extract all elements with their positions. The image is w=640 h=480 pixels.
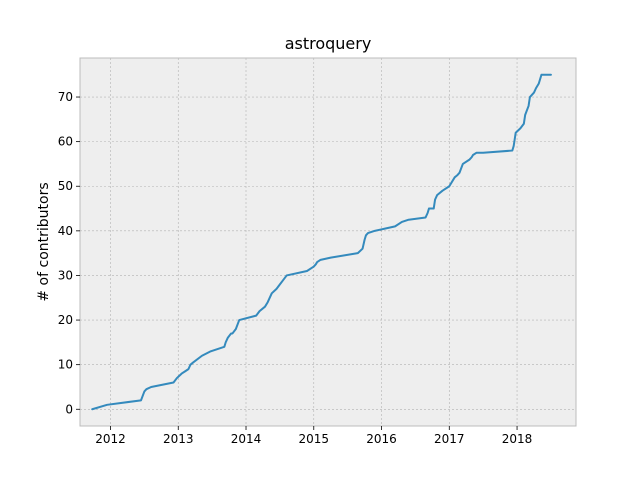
x-tick-label: 2017 (434, 432, 465, 446)
contributors-series-line (91, 73, 552, 411)
plot-frame (79, 57, 577, 427)
y-tick-label: 50 (58, 179, 73, 193)
x-tick-label: 2018 (502, 432, 533, 446)
y-tick-label: 60 (58, 135, 73, 149)
y-axis-ticks: 0 10 20 30 40 50 60 70 (58, 90, 80, 416)
x-tick-label: 2012 (95, 432, 126, 446)
x-axis-ticks: 2012 2013 2014 2015 2016 2017 2018 (95, 426, 532, 446)
y-tick-label: 20 (58, 313, 73, 327)
y-tick-label: 0 (65, 402, 73, 416)
x-tick-label: 2014 (231, 432, 262, 446)
y-tick-label: 10 (58, 358, 73, 372)
y-tick-label: 70 (58, 90, 73, 104)
x-tick-label: 2016 (366, 432, 397, 446)
y-axis-label: # of contributors (36, 182, 52, 301)
series-layer (91, 73, 552, 411)
y-tick-label: 40 (58, 224, 73, 238)
y-tick-label: 30 (58, 268, 73, 282)
x-tick-label: 2013 (163, 432, 194, 446)
x-tick-label: 2015 (298, 432, 329, 446)
chart-title: astroquery (285, 34, 372, 53)
grid-lines (80, 58, 576, 426)
plot-background (80, 58, 576, 426)
